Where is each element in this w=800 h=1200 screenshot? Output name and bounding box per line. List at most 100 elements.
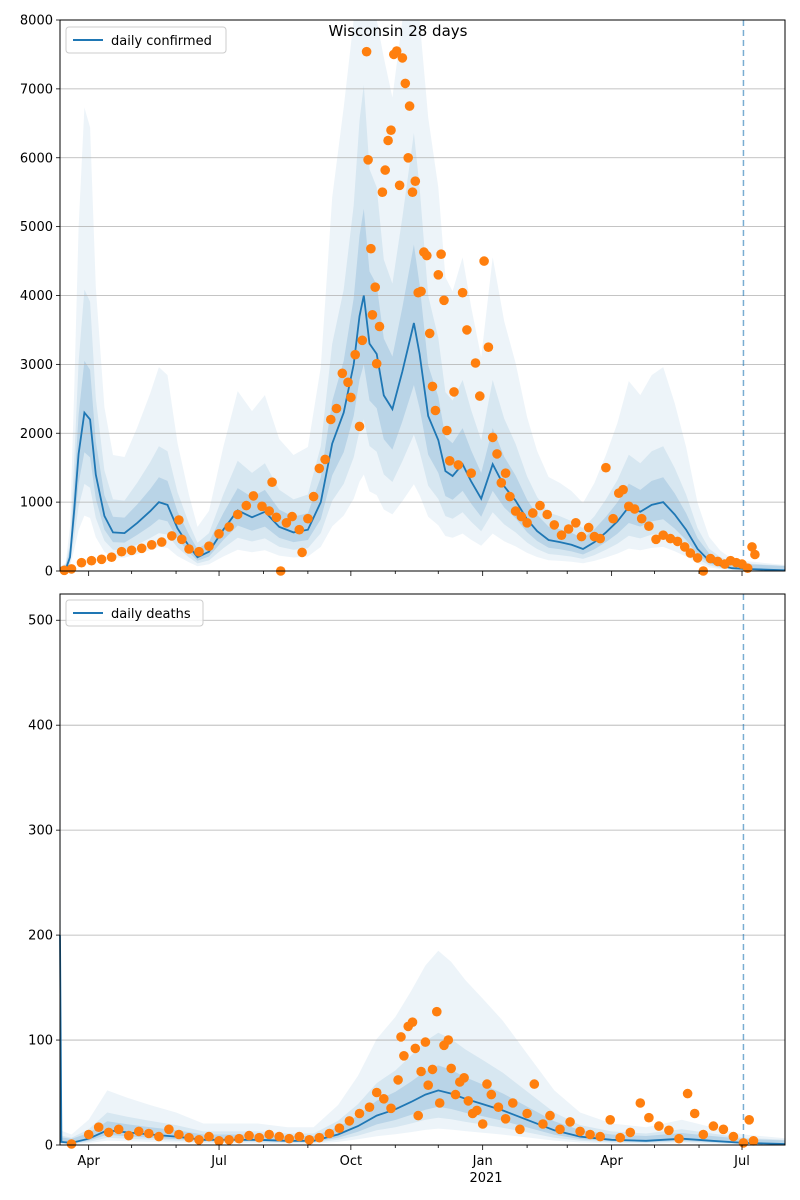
observed-point <box>314 1132 325 1143</box>
confirmed-legend: daily confirmed <box>65 26 227 54</box>
observed-point <box>374 321 385 332</box>
observed-point <box>750 549 760 560</box>
x-axis-year-label: 2021 <box>469 1171 502 1186</box>
confirmed-panel: 0 1000 2000 3000 4000 5000 6000 7000 8000 Wiscon… <box>20 14 786 580</box>
observed-point <box>93 1122 104 1132</box>
observed-point <box>146 540 157 550</box>
uncertainty-band <box>60 84 785 571</box>
observed-point <box>254 1132 264 1143</box>
observed-point <box>708 1121 719 1131</box>
observed-point <box>397 53 408 63</box>
y-tick-label: 500 <box>28 614 53 629</box>
observed-point <box>500 1114 511 1124</box>
observed-point <box>434 1098 445 1108</box>
observed-point <box>241 500 252 511</box>
observed-point <box>556 530 567 540</box>
observed-point <box>394 180 405 191</box>
observed-point <box>542 509 552 520</box>
x-tick-label: Apr <box>77 1154 100 1169</box>
observed-point <box>66 564 77 574</box>
observed-point <box>535 500 545 511</box>
observed-point <box>403 153 414 163</box>
confirmed-x-axis-ticks <box>88 571 743 576</box>
observed-point <box>446 1063 457 1074</box>
observed-point <box>672 536 683 547</box>
y-tick-label: 8000 <box>20 14 53 29</box>
observed-point <box>466 468 477 479</box>
observed-point <box>439 295 449 306</box>
x-tick-label: Oct <box>340 1154 362 1169</box>
observed-point <box>443 1035 454 1045</box>
observed-point <box>424 328 435 339</box>
y-tick-label: 1000 <box>20 496 53 511</box>
observed-point <box>522 518 532 528</box>
uncertainty-band <box>60 208 785 571</box>
y-tick-label: 6000 <box>20 151 53 166</box>
y-tick-label: 0 <box>45 565 53 580</box>
observed-point <box>432 1006 442 1017</box>
observed-point <box>654 1121 664 1131</box>
observed-point <box>453 460 464 470</box>
observed-point <box>427 381 438 392</box>
observed-point <box>106 552 117 562</box>
observed-point <box>738 1138 749 1148</box>
observed-point <box>576 531 587 542</box>
observed-point <box>367 310 378 320</box>
observed-point <box>705 553 716 564</box>
observed-point <box>635 1098 646 1108</box>
observed-point <box>364 1102 375 1112</box>
observed-point <box>422 250 432 261</box>
observed-point <box>371 1087 382 1098</box>
observed-point <box>482 1079 492 1089</box>
observed-point <box>334 1123 345 1133</box>
observed-point <box>377 187 388 197</box>
observed-point <box>416 1066 426 1077</box>
deaths-uncertainty-bands <box>60 594 785 1145</box>
observed-point <box>459 1073 469 1083</box>
observed-point <box>747 542 757 552</box>
observed-point <box>103 1127 114 1138</box>
observed-point <box>304 1135 315 1145</box>
observed-point <box>407 1017 418 1027</box>
observed-point <box>450 1089 461 1100</box>
deaths-observed-points <box>66 1006 759 1149</box>
observed-point <box>204 1131 214 1142</box>
observed-point <box>496 478 507 488</box>
observed-point <box>174 515 184 525</box>
observed-point <box>692 553 703 563</box>
observed-point <box>644 1112 654 1123</box>
y-tick-label: 4000 <box>20 289 53 304</box>
observed-point <box>410 1043 421 1054</box>
observed-point <box>274 1131 285 1142</box>
observed-point <box>545 1110 555 1121</box>
deaths-legend: daily deaths <box>65 599 204 627</box>
y-tick-label: 7000 <box>20 82 53 97</box>
observed-point <box>689 1108 700 1119</box>
observed-point <box>391 46 402 56</box>
observed-point <box>324 1128 335 1139</box>
observed-point <box>728 1131 739 1142</box>
confirmed-y-axis: 0 1000 2000 3000 4000 5000 6000 7000 8000 <box>20 14 60 580</box>
x-tick-label: Jan <box>472 1154 493 1169</box>
observed-point <box>244 1130 254 1141</box>
legend-label: daily deaths <box>111 607 191 622</box>
observed-point <box>156 537 167 547</box>
observed-point <box>500 468 511 479</box>
legend-box <box>65 26 227 54</box>
observed-point <box>615 1132 625 1143</box>
observed-point <box>601 462 611 473</box>
deaths-panel: 0 100 200 300 400 500 Apr Jul Oct Jan Apr Jul 2021… <box>28 593 786 1186</box>
deaths-axes-frame <box>59 593 786 1146</box>
observed-point <box>214 529 224 539</box>
observed-point <box>407 187 418 197</box>
observed-point <box>472 1105 482 1116</box>
observed-point <box>563 524 574 534</box>
observed-point <box>234 1133 244 1144</box>
observed-point <box>386 1103 396 1114</box>
observed-point <box>479 256 489 266</box>
observed-point <box>66 1139 77 1149</box>
observed-point <box>718 1124 729 1135</box>
observed-point <box>343 377 353 388</box>
observed-point <box>264 506 275 516</box>
